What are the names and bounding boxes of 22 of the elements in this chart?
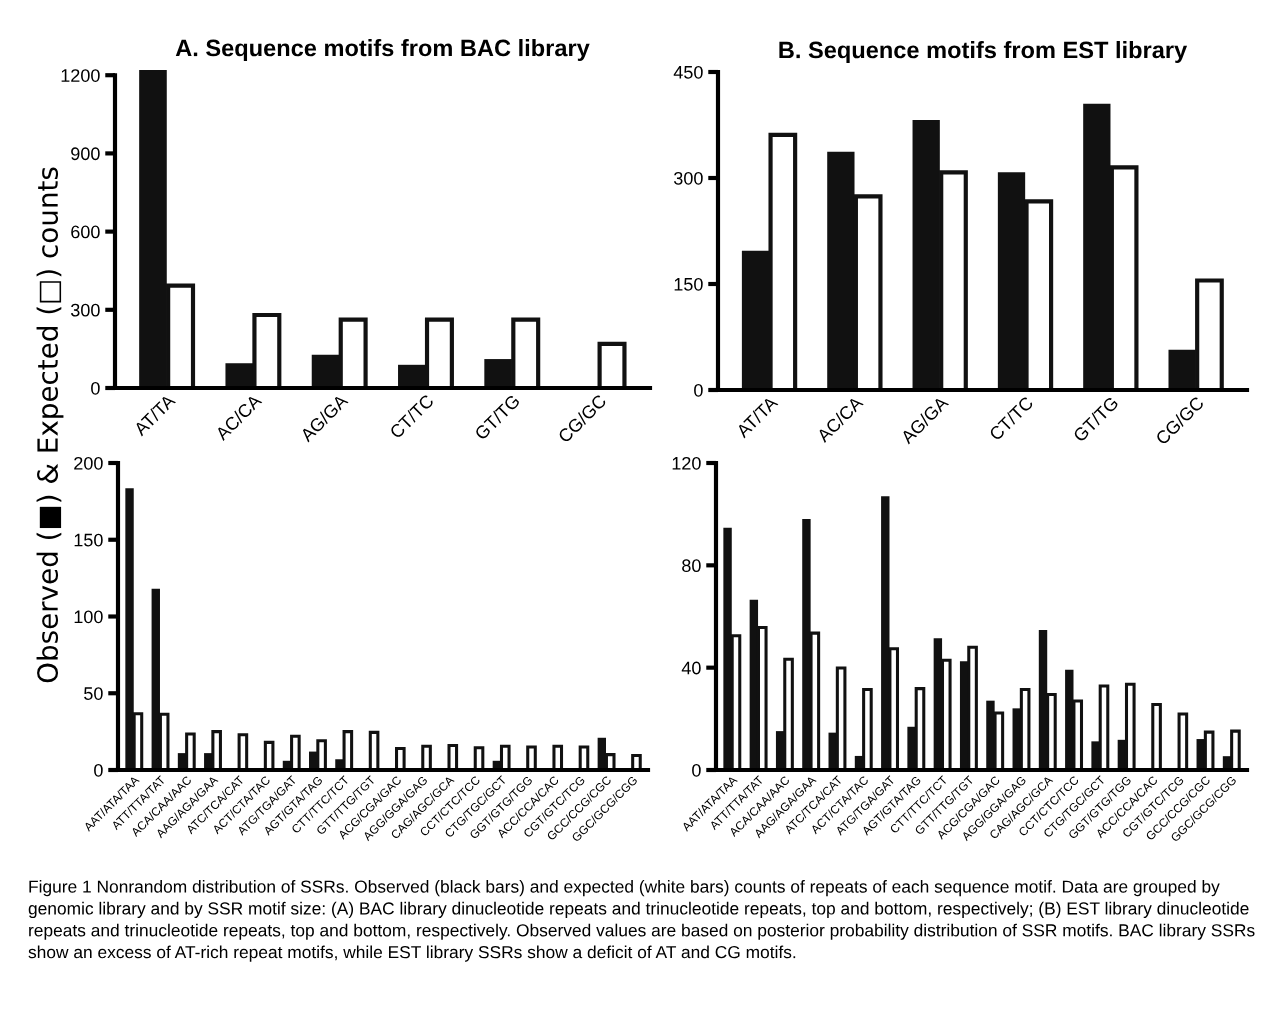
y-tick-label: 0 bbox=[91, 381, 100, 395]
y-tick-label: 80 bbox=[682, 559, 701, 573]
y-tick-label: 450 bbox=[673, 65, 703, 79]
y-tick-label: 50 bbox=[84, 687, 103, 700]
y-tick-label: 900 bbox=[71, 147, 100, 161]
chart-title: A. Sequence motifs from BAC library bbox=[175, 39, 590, 62]
y-tick-label: 0 bbox=[94, 763, 103, 777]
y-tick-label: 600 bbox=[71, 225, 100, 239]
chart-title: B. Sequence motifs from EST library bbox=[779, 41, 1188, 64]
y-tick-label: 120 bbox=[672, 456, 701, 470]
y-tick-label: 100 bbox=[74, 610, 103, 624]
y-tick-label: 40 bbox=[681, 661, 701, 675]
y-tick-label: 0 bbox=[694, 383, 703, 397]
y-tick-label: 200 bbox=[74, 456, 103, 470]
y-tick-label: 150 bbox=[674, 277, 703, 291]
caption: Figure 1 Nonrandom distribution of SSRs. Observed (black bars) and expected (white bars) counts of repeats of each sequence motif. Data are grouped by genomic library and by SSR motif size: (A) BAC library dinucleotide repeats and trinucleotide repeats, top and bottom, respectively; (B) EST library dinucleotide repeats and trinucleotide repeats, top and bottom, respectively. Observed values are based on posterior probability distribution of SSR motifs. BAC library SSRs show an excess of AT-rich repeat motifs, while EST library SSRs show a deficit of AT and CG motifs. bbox=[28, 880, 1255, 962]
y-tick-label: 1200 bbox=[61, 69, 100, 82]
y-tick-label: 150 bbox=[74, 533, 103, 547]
y-tick-label: 0 bbox=[692, 763, 701, 777]
y-tick-label: 300 bbox=[673, 171, 703, 185]
y-tick-label: 300 bbox=[70, 303, 100, 317]
y-axis-title: Observed (■) & Expected (□) counts bbox=[36, 167, 64, 683]
